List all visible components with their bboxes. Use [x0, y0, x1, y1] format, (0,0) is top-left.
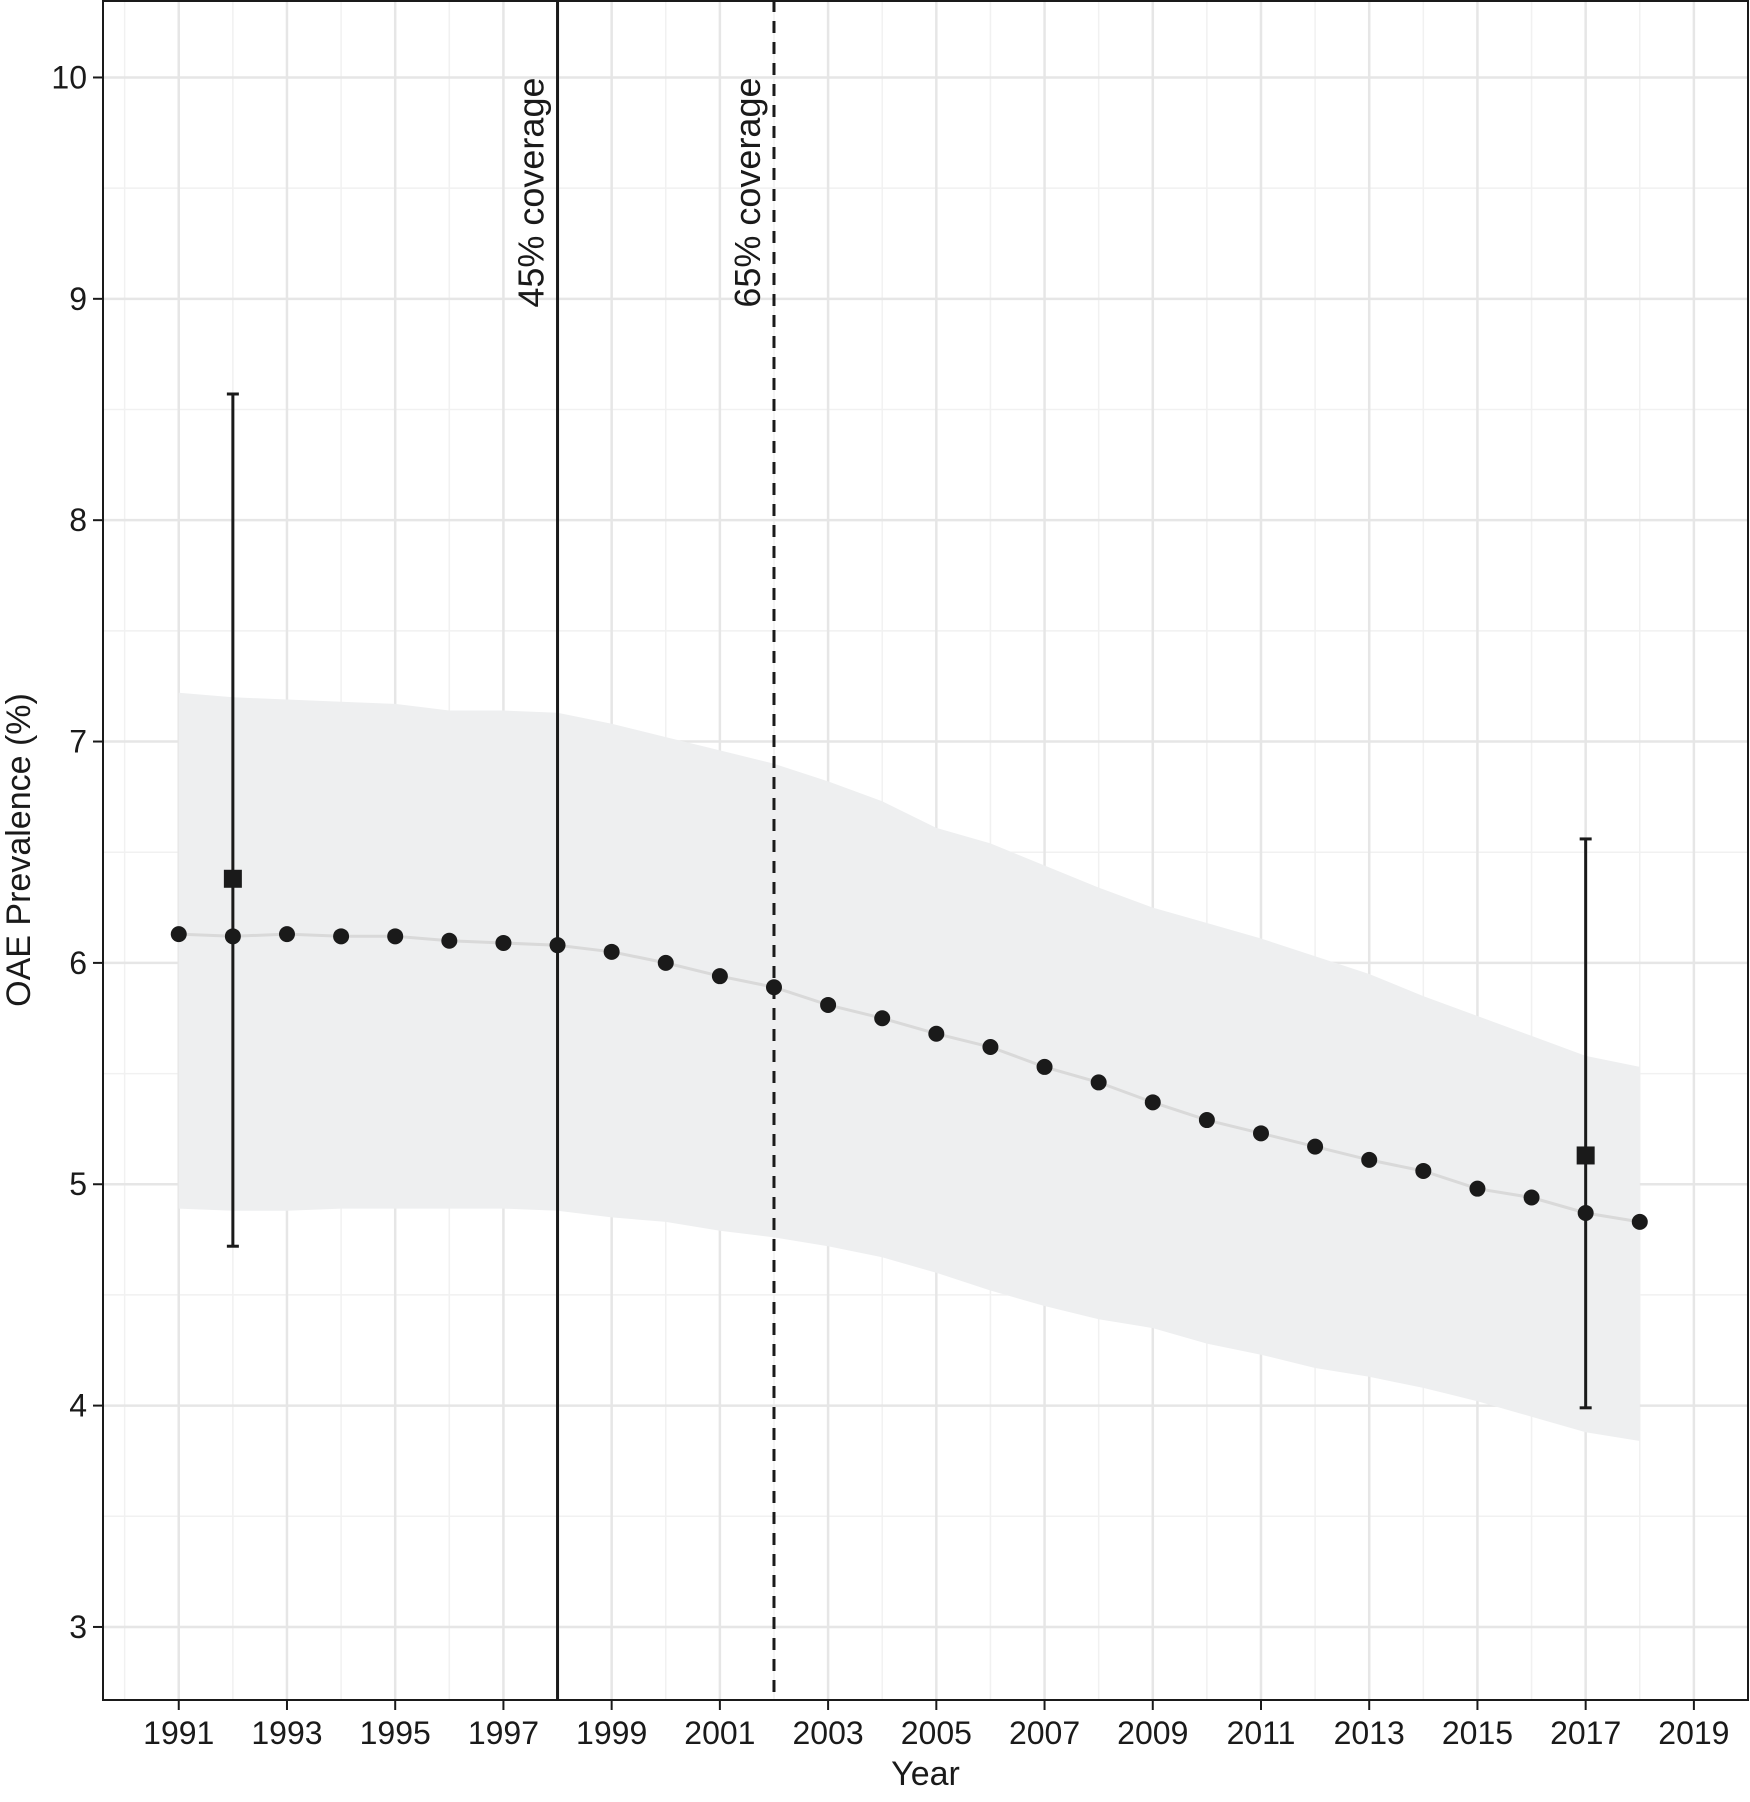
y-tick-label: 4	[69, 1388, 87, 1424]
data-point	[1144, 1094, 1161, 1111]
data-point	[170, 926, 187, 943]
x-tick-label: 2011	[1227, 1715, 1296, 1751]
data-point	[874, 1010, 891, 1027]
data-point	[928, 1025, 945, 1042]
x-tick-label: 1997	[468, 1715, 539, 1751]
data-point	[333, 928, 350, 945]
data-point	[982, 1039, 999, 1056]
data-point	[1631, 1213, 1648, 1230]
y-tick-label: 5	[69, 1166, 87, 1202]
x-tick-label: 2015	[1442, 1715, 1513, 1751]
data-point	[1036, 1058, 1053, 1075]
x-axis: 1991 1993 1995 1997 1999 2001 2003 2005 2007 2009…	[143, 1700, 1729, 1751]
y-tick-label: 8	[69, 502, 87, 538]
data-point	[1469, 1180, 1486, 1197]
x-tick-label: 1999	[576, 1715, 647, 1751]
coverage-lines-layer: 45% coverage 65% coverage	[511, 0, 776, 1700]
uncertainty-band	[178, 692, 1640, 1441]
x-tick-label: 2019	[1658, 1715, 1729, 1751]
x-tick-label: 2005	[901, 1715, 972, 1751]
y-axis: 3 4 5 6 7 8 9 10	[51, 59, 103, 1645]
data-point	[549, 937, 566, 954]
trend-line-layer	[178, 932, 1641, 1224]
observed-point	[223, 869, 242, 888]
data-point	[765, 979, 782, 996]
data-point	[1307, 1138, 1324, 1155]
y-tick-label: 6	[69, 945, 87, 981]
points-layer	[170, 926, 1648, 1230]
y-axis-title: OAE Prevalence (%)	[0, 693, 38, 1007]
y-tick-label: 10	[51, 59, 87, 95]
coverage-label-1: 45% coverage	[511, 78, 552, 308]
x-tick-label: 1995	[360, 1715, 431, 1751]
data-point	[657, 954, 674, 971]
trend-line	[178, 932, 1641, 1224]
y-tick-label: 3	[69, 1609, 87, 1645]
observed-point	[1576, 1146, 1595, 1165]
data-point	[820, 996, 837, 1013]
data-point	[603, 943, 620, 960]
data-point	[1090, 1074, 1107, 1091]
data-point	[1415, 1162, 1432, 1179]
uncertainty-band-layer	[178, 692, 1640, 1441]
data-point	[1198, 1112, 1215, 1129]
x-tick-label: 2007	[1009, 1715, 1080, 1751]
data-point	[1523, 1189, 1540, 1206]
x-tick-label: 2009	[1117, 1715, 1188, 1751]
y-tick-label: 9	[69, 281, 87, 317]
x-tick-label: 1993	[251, 1715, 322, 1751]
data-point	[495, 934, 512, 951]
x-axis-title: Year	[891, 1755, 960, 1793]
coverage-label-2: 65% coverage	[727, 78, 768, 308]
x-tick-label: 2013	[1334, 1715, 1405, 1751]
data-point	[1361, 1151, 1378, 1168]
x-tick-label: 2003	[793, 1715, 864, 1751]
data-point	[1252, 1125, 1269, 1142]
y-tick-label: 7	[69, 724, 87, 760]
x-tick-label: 1991	[143, 1715, 214, 1751]
observed-error-bars-layer	[223, 392, 1595, 1410]
data-point	[278, 926, 295, 943]
plot-panel-border	[102, 0, 1749, 1701]
data-point	[387, 928, 404, 945]
data-point	[441, 932, 458, 949]
x-tick-label: 2001	[684, 1715, 755, 1751]
data-point	[711, 968, 728, 985]
x-tick-label: 2017	[1550, 1715, 1621, 1751]
